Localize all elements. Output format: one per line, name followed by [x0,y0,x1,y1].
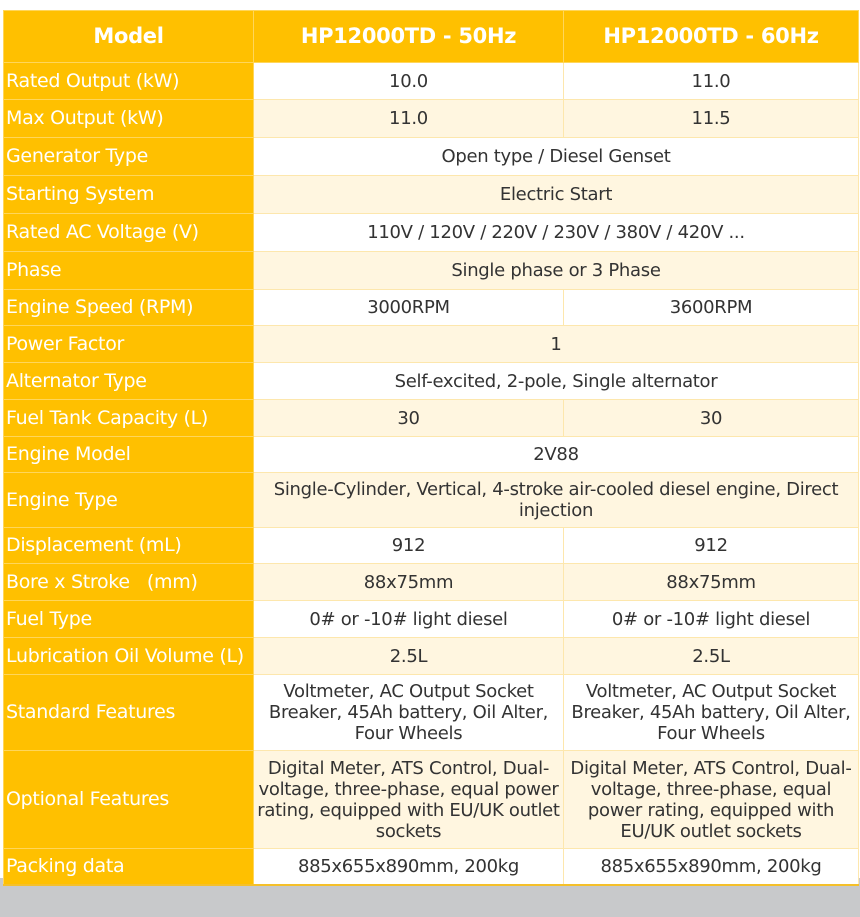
table-row: Lubrication Oil Volume (L) 2.5L 2.5L [3,637,859,675]
row-value: 110V / 120V / 220V / 230V / 380V / 420V … [253,213,859,252]
row-value-60hz: 0# or -10# light diesel [563,600,859,638]
row-value: 2V88 [253,436,859,473]
header-50hz: HP12000TD - 50Hz [253,10,564,63]
table-row: Rated Output (kW) 10.0 11.0 [3,62,859,100]
table-row: Optional Features Digital Meter, ATS Cont… [3,750,859,849]
table-row: Fuel Tank Capacity (L) 30 30 [3,399,859,437]
row-value: Open type / Diesel Genset [253,137,859,176]
row-label: Power Factor [3,325,254,363]
row-value: Electric Start [253,175,859,214]
row-value-60hz: 88x75mm [563,563,859,601]
row-value-50hz: Voltmeter, AC Output Socket Breaker, 45A… [253,674,564,751]
table-row: Rated AC Voltage (V) 110V / 120V / 220V /… [3,213,859,252]
row-label: Engine Type [3,472,254,528]
spec-table: Model HP12000TD - 50Hz HP12000TD - 60Hz … [3,10,859,886]
table-row: Max Output (kW) 11.0 11.5 [3,99,859,138]
row-value-50hz: 3000RPM [253,289,564,326]
row-value-60hz: Digital Meter, ATS Control, Dual-voltage… [563,750,859,849]
row-value-60hz: 30 [563,399,859,437]
row-label: Optional Features [3,750,254,849]
row-value-60hz: 11.5 [563,99,859,138]
row-label: Fuel Type [3,600,254,638]
row-value: Single-Cylinder, Vertical, 4-stroke air-… [253,472,859,528]
table-row: Bore x Stroke (mm) 88x75mm 88x75mm [3,563,859,601]
row-label: Rated AC Voltage (V) [3,213,254,252]
row-value-50hz: 912 [253,527,564,564]
row-label: Bore x Stroke (mm) [3,563,254,601]
row-value: 1 [253,325,859,363]
table-row: Engine Speed (RPM) 3000RPM 3600RPM [3,289,859,326]
row-value-60hz: 3600RPM [563,289,859,326]
row-label: Starting System [3,175,254,214]
table-row: Phase Single phase or 3 Phase [3,251,859,290]
row-label: Alternator Type [3,362,254,400]
table-row: Alternator Type Self-excited, 2-pole, Sin… [3,362,859,400]
row-label: Rated Output (kW) [3,62,254,100]
row-label: Engine Speed (RPM) [3,289,254,326]
table-row: Packing data 885x655x890mm, 200kg 885x655x… [3,848,859,886]
row-value-50hz: 2.5L [253,637,564,675]
header-model: Model [3,10,254,63]
table-row: Displacement (mL) 912 912 [3,527,859,564]
row-label: Max Output (kW) [3,99,254,138]
row-value-60hz: 912 [563,527,859,564]
table-row: Generator Type Open type / Diesel Genset [3,137,859,176]
table-row: Power Factor 1 [3,325,859,363]
table-row: Starting System Electric Start [3,175,859,214]
table-row: Standard Features Voltmeter, AC Output So… [3,674,859,751]
row-label: Standard Features [3,674,254,751]
row-label: Fuel Tank Capacity (L) [3,399,254,437]
row-value-60hz: 885x655x890mm, 200kg [563,848,859,886]
table-row: Fuel Type 0# or -10# light diesel 0# or -1… [3,600,859,638]
row-value-60hz: Voltmeter, AC Output Socket Breaker, 45A… [563,674,859,751]
row-value-50hz: 11.0 [253,99,564,138]
row-value-50hz: Digital Meter, ATS Control, Dual-voltage… [253,750,564,849]
table-row: Engine Model 2V88 [3,436,859,473]
row-value-50hz: 0# or -10# light diesel [253,600,564,638]
row-value: Single phase or 3 Phase [253,251,859,290]
row-label: Lubrication Oil Volume (L) [3,637,254,675]
row-label: Phase [3,251,254,290]
row-label: Generator Type [3,137,254,176]
row-value-60hz: 2.5L [563,637,859,675]
row-label: Displacement (mL) [3,527,254,564]
table-row: Engine Type Single-Cylinder, Vertical, 4-… [3,472,859,528]
row-value-50hz: 885x655x890mm, 200kg [253,848,564,886]
header-row: Model HP12000TD - 50Hz HP12000TD - 60Hz [3,10,859,63]
row-value: Self-excited, 2-pole, Single alternator [253,362,859,400]
bottom-bar [0,878,860,917]
row-value-60hz: 11.0 [563,62,859,100]
row-value-50hz: 88x75mm [253,563,564,601]
row-value-50hz: 30 [253,399,564,437]
row-label: Packing data [3,848,254,886]
row-label: Engine Model [3,436,254,473]
row-value-50hz: 10.0 [253,62,564,100]
header-60hz: HP12000TD - 60Hz [563,10,859,63]
